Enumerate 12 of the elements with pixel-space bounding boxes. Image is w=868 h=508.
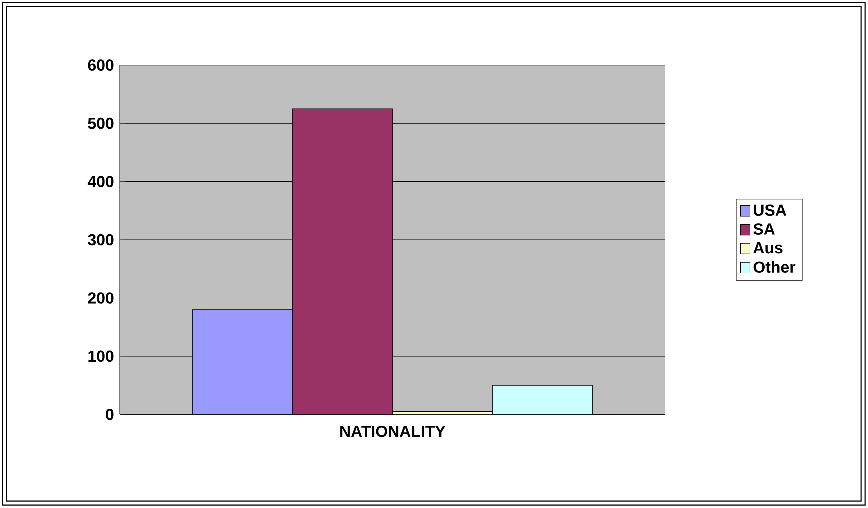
y-tick-label: 100 [88, 350, 114, 362]
x-tick-label: NATIONALITY [340, 426, 446, 438]
y-tick-label: 600 [88, 60, 114, 71]
y-tick-label: 500 [88, 118, 114, 130]
y-tick-label: 200 [88, 292, 114, 304]
y-tick-label: 0 [106, 409, 114, 420]
legend-label: USA [754, 204, 787, 216]
y-tick-label: 400 [88, 176, 114, 188]
legend-label: SA [754, 224, 775, 235]
y-tick-label: 300 [88, 234, 114, 246]
legend-label: Aus [754, 242, 783, 254]
legend-label: Other [754, 261, 796, 274]
